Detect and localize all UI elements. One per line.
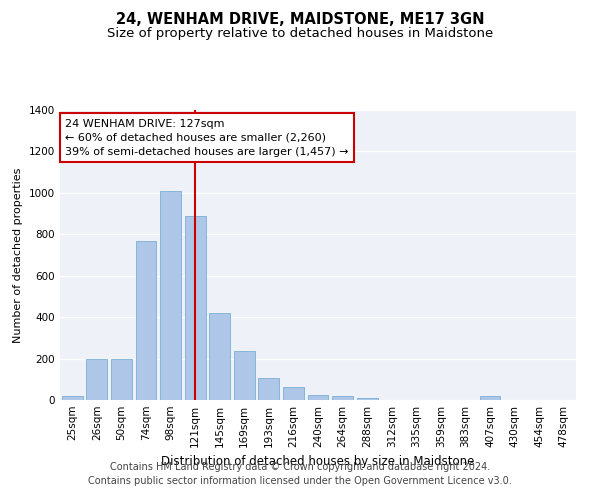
Text: Contains public sector information licensed under the Open Government Licence v3: Contains public sector information licen… — [88, 476, 512, 486]
Bar — [356, 398, 377, 400]
X-axis label: Distribution of detached houses by size in Maidstone: Distribution of detached houses by size … — [161, 456, 475, 468]
Bar — [479, 396, 500, 400]
Bar — [185, 216, 206, 400]
Text: 24 WENHAM DRIVE: 127sqm
← 60% of detached houses are smaller (2,260)
39% of semi: 24 WENHAM DRIVE: 127sqm ← 60% of detache… — [65, 118, 349, 156]
Text: Size of property relative to detached houses in Maidstone: Size of property relative to detached ho… — [107, 28, 493, 40]
Bar — [332, 396, 353, 400]
Y-axis label: Number of detached properties: Number of detached properties — [13, 168, 23, 342]
Bar — [308, 395, 328, 400]
Bar — [136, 240, 157, 400]
Bar — [259, 378, 280, 400]
Bar — [86, 358, 107, 400]
Text: Contains HM Land Registry data © Crown copyright and database right 2024.: Contains HM Land Registry data © Crown c… — [110, 462, 490, 472]
Text: 24, WENHAM DRIVE, MAIDSTONE, ME17 3GN: 24, WENHAM DRIVE, MAIDSTONE, ME17 3GN — [116, 12, 484, 28]
Bar — [160, 191, 181, 400]
Bar — [209, 313, 230, 400]
Bar — [62, 396, 83, 400]
Bar — [283, 386, 304, 400]
Bar — [234, 352, 255, 400]
Bar — [111, 358, 132, 400]
